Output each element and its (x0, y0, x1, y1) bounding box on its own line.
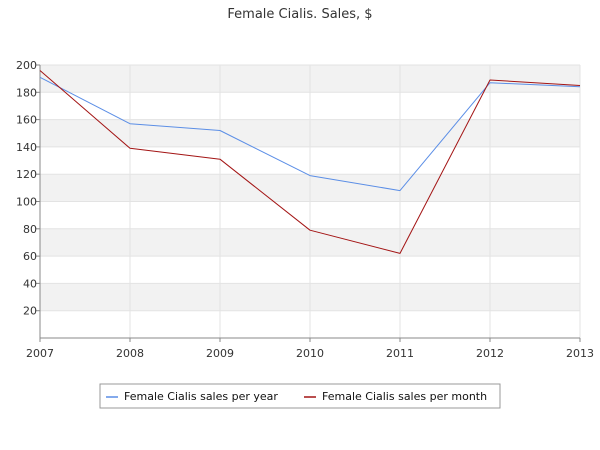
x-tick-label: 2008 (116, 347, 144, 360)
legend-label-year: Female Cialis sales per year (124, 390, 278, 403)
x-tick-label: 2011 (386, 347, 414, 360)
y-tick-label: 180 (16, 86, 37, 99)
legend-label-month: Female Cialis sales per month (322, 390, 487, 403)
x-tick-label: 2010 (296, 347, 324, 360)
legend: Female Cialis sales per year Female Cial… (99, 383, 501, 409)
y-tick-label: 40 (23, 277, 37, 290)
chart-title: Female Cialis. Sales, $ (227, 7, 372, 22)
x-tick-label: 2013 (566, 347, 594, 360)
x-axis-ticks: 2007 2008 2009 2010 2011 2012 2013 (26, 338, 594, 360)
series-line-month (39, 70, 581, 254)
y-tick-label: 80 (23, 223, 37, 236)
series-lines (39, 70, 581, 254)
legend-box (99, 383, 501, 409)
y-tick-label: 60 (23, 250, 37, 263)
y-tick-label: 160 (16, 114, 37, 127)
y-tick-label: 20 (23, 305, 37, 318)
y-tick-label: 140 (16, 141, 37, 154)
y-tick-label: 200 (16, 59, 37, 72)
grid-lines (39, 64, 581, 338)
x-tick-label: 2007 (26, 347, 54, 360)
y-tick-label: 120 (16, 168, 37, 181)
x-tick-label: 2012 (476, 347, 504, 360)
y-tick-label: 100 (16, 196, 37, 209)
y-axis-ticks: 20 40 60 80 100 120 140 160 180 200 (16, 59, 40, 318)
x-tick-label: 2009 (206, 347, 234, 360)
series-line-year (39, 76, 581, 192)
